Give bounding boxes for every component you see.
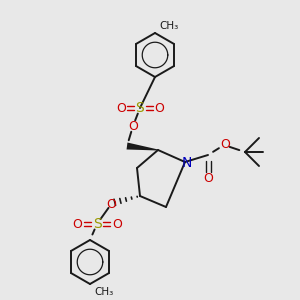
Text: O: O [72,218,82,230]
Text: S: S [136,101,144,115]
Text: N: N [182,156,192,170]
Text: CH₃: CH₃ [159,21,178,31]
Text: S: S [93,217,101,231]
Text: O: O [220,137,230,151]
Text: O: O [112,218,122,230]
Text: CH₃: CH₃ [94,287,114,297]
Polygon shape [127,142,158,151]
Text: O: O [154,101,164,115]
Text: O: O [106,197,116,211]
Text: O: O [203,172,213,185]
Text: O: O [116,101,126,115]
Text: O: O [128,119,138,133]
